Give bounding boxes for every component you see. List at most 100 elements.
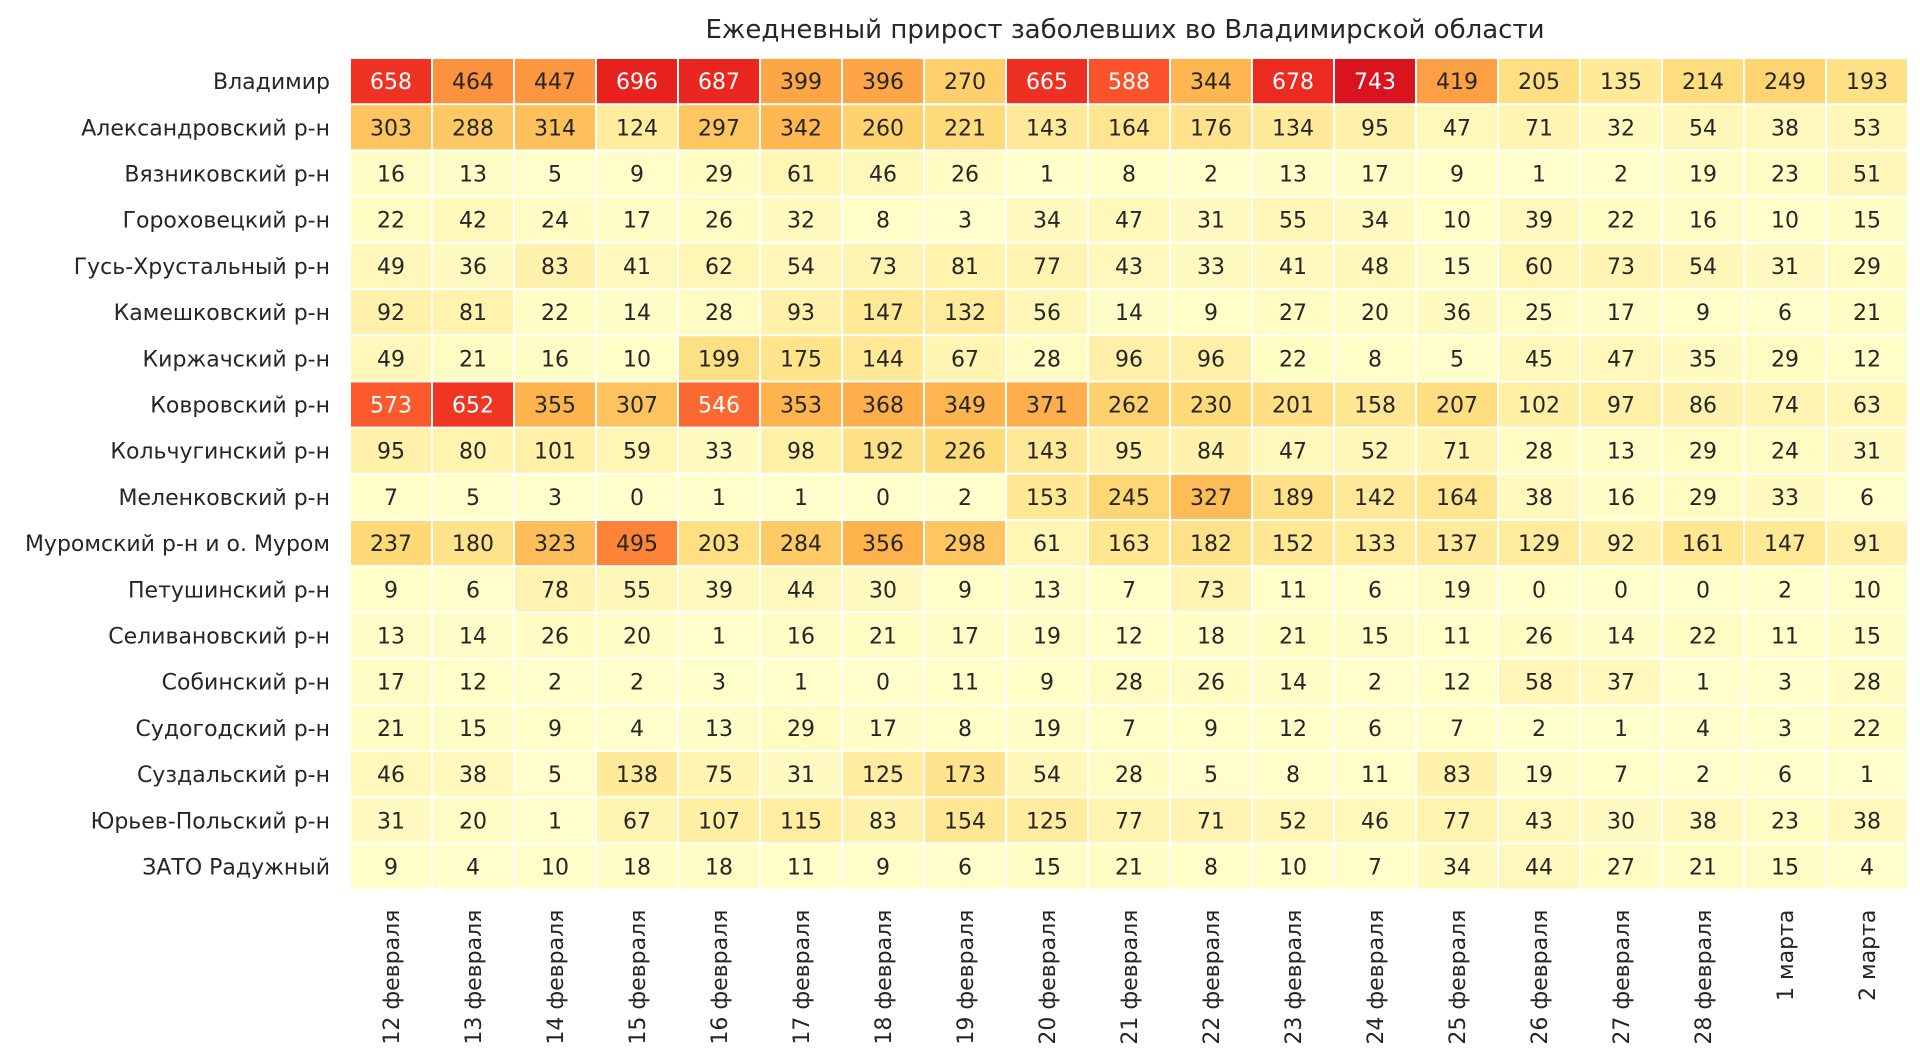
cell-value-label: 355 bbox=[534, 394, 576, 419]
heatmap-cell bbox=[1007, 243, 1087, 288]
cell-value-label: 17 bbox=[1607, 301, 1635, 326]
heatmap-cell bbox=[679, 521, 759, 566]
cell-value-label: 32 bbox=[1607, 116, 1635, 141]
heatmap-cell bbox=[433, 567, 513, 612]
cell-value-label: 260 bbox=[862, 116, 904, 141]
heatmap-cell bbox=[1745, 705, 1825, 750]
heatmap-cell bbox=[515, 567, 595, 612]
heatmap-cell bbox=[761, 567, 841, 612]
heatmap-cell bbox=[1745, 474, 1825, 519]
heatmap-cell bbox=[1253, 197, 1333, 242]
heatmap-cell bbox=[1171, 336, 1251, 381]
heatmap-cell bbox=[679, 382, 759, 427]
heatmap-cell bbox=[843, 197, 923, 242]
heatmap-cell bbox=[1827, 659, 1907, 704]
cell-value-label: 182 bbox=[1190, 532, 1232, 557]
cell-value-label: 22 bbox=[377, 209, 405, 234]
heatmap-cell bbox=[1253, 59, 1333, 104]
heatmap-cell bbox=[515, 336, 595, 381]
cell-value-label: 22 bbox=[1853, 717, 1881, 742]
cell-value-label: 22 bbox=[1279, 347, 1307, 372]
cell-value-label: 26 bbox=[951, 163, 979, 188]
cell-value-label: 221 bbox=[944, 116, 986, 141]
cell-value-label: 5 bbox=[548, 163, 562, 188]
column-label: 22 февраля bbox=[1200, 910, 1225, 1045]
cell-value-label: 17 bbox=[377, 671, 405, 696]
cell-value-label: 83 bbox=[541, 255, 569, 280]
heatmap-cell bbox=[515, 705, 595, 750]
cell-value-label: 14 bbox=[1607, 625, 1635, 650]
heatmap-cell bbox=[1581, 428, 1661, 473]
heatmap-cell bbox=[1417, 382, 1497, 427]
cell-value-label: 2 bbox=[1778, 578, 1792, 603]
heatmap-cell bbox=[433, 382, 513, 427]
cell-value-label: 61 bbox=[1033, 532, 1061, 557]
row-label: Меленковский р-н bbox=[119, 486, 330, 511]
cell-value-label: 28 bbox=[1853, 671, 1881, 696]
cell-value-label: 17 bbox=[869, 717, 897, 742]
cell-value-label: 44 bbox=[1525, 856, 1553, 881]
cell-value-label: 1 bbox=[712, 625, 726, 650]
heatmap-cell bbox=[843, 243, 923, 288]
heatmap-cell bbox=[925, 59, 1005, 104]
heatmap-cell bbox=[925, 290, 1005, 335]
column-label: 25 февраля bbox=[1446, 910, 1471, 1045]
cell-value-label: 93 bbox=[787, 301, 815, 326]
heatmap-cell bbox=[1745, 659, 1825, 704]
heatmap-cell bbox=[925, 613, 1005, 658]
heatmap-cell bbox=[1827, 521, 1907, 566]
cell-value-label: 696 bbox=[616, 70, 658, 95]
cell-value-label: 2 bbox=[958, 486, 972, 511]
heatmap-cell bbox=[351, 752, 431, 797]
cell-value-label: 1 bbox=[794, 671, 808, 696]
cell-value-label: 192 bbox=[862, 440, 904, 465]
cell-value-label: 5 bbox=[1450, 347, 1464, 372]
cell-value-label: 2 bbox=[1696, 763, 1710, 788]
cell-value-label: 173 bbox=[944, 763, 986, 788]
cell-value-label: 39 bbox=[1525, 209, 1553, 234]
heatmap-cell bbox=[843, 336, 923, 381]
cell-value-label: 6 bbox=[1368, 717, 1382, 742]
heatmap-cell bbox=[515, 105, 595, 150]
cell-value-label: 7 bbox=[1614, 763, 1628, 788]
cell-value-label: 164 bbox=[1108, 116, 1150, 141]
heatmap-cell bbox=[1335, 844, 1415, 889]
column-label: 17 февраля bbox=[790, 910, 815, 1045]
cell-value-label: 154 bbox=[944, 809, 986, 834]
heatmap-cell bbox=[1827, 798, 1907, 843]
heatmap-cell bbox=[433, 243, 513, 288]
heatmap-cell bbox=[1171, 567, 1251, 612]
heatmap-cell bbox=[1499, 59, 1579, 104]
cell-value-label: 28 bbox=[705, 301, 733, 326]
column-label: 1 марта bbox=[1774, 910, 1799, 1001]
cell-value-label: 588 bbox=[1108, 70, 1150, 95]
cell-value-label: 7 bbox=[1368, 856, 1382, 881]
row-label: Гусь-Хрустальный р-н bbox=[74, 255, 330, 280]
cell-value-label: 102 bbox=[1518, 394, 1560, 419]
row-label: Муромский р-н и о. Муром bbox=[25, 532, 330, 557]
cell-value-label: 73 bbox=[1607, 255, 1635, 280]
heatmap-cell bbox=[1335, 798, 1415, 843]
cell-value-label: 52 bbox=[1279, 809, 1307, 834]
heatmap-cell bbox=[1499, 105, 1579, 150]
cell-value-label: 7 bbox=[1450, 717, 1464, 742]
heatmap-cell bbox=[1581, 798, 1661, 843]
column-label: 13 февраля bbox=[462, 910, 487, 1045]
cell-value-label: 13 bbox=[459, 163, 487, 188]
cell-value-label: 10 bbox=[1443, 209, 1471, 234]
cell-value-label: 9 bbox=[958, 578, 972, 603]
cell-value-label: 2 bbox=[1204, 163, 1218, 188]
heatmap-cell bbox=[433, 659, 513, 704]
heatmap-cell bbox=[843, 844, 923, 889]
heatmap-cell bbox=[1007, 151, 1087, 196]
cell-value-label: 5 bbox=[466, 486, 480, 511]
cell-value-label: 67 bbox=[623, 809, 651, 834]
cell-value-label: 34 bbox=[1443, 856, 1471, 881]
cell-value-label: 3 bbox=[1778, 717, 1792, 742]
heatmap-cell bbox=[925, 105, 1005, 150]
heatmap-cell bbox=[597, 659, 677, 704]
heatmap-cell bbox=[597, 382, 677, 427]
heatmap-cell bbox=[1581, 521, 1661, 566]
heatmap-cell bbox=[1171, 243, 1251, 288]
column-label: 27 февраля bbox=[1610, 910, 1635, 1045]
